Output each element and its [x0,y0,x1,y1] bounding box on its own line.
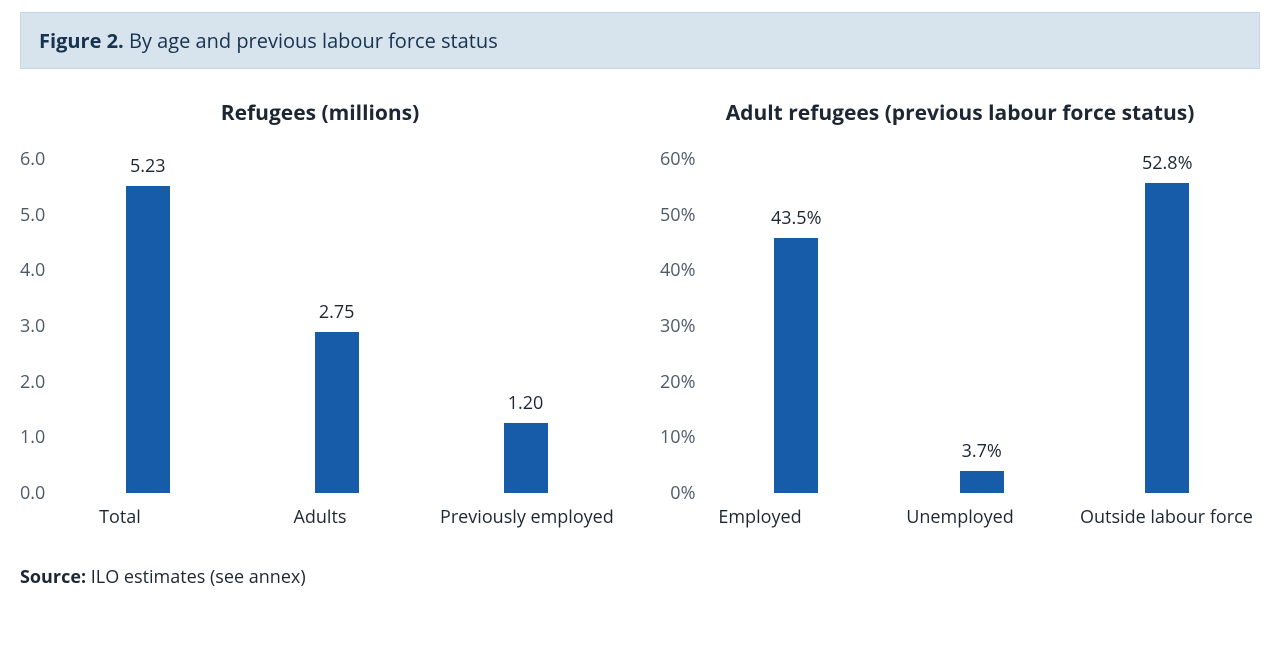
y-tick-label: 30% [660,317,695,335]
bar [1145,183,1189,493]
left-plot-wrap: 0.01.02.03.04.05.06.0 5.232.751.20 [20,141,620,493]
y-tick-label: 10% [660,428,695,446]
left-chart-title: Refugees (millions) [20,99,620,127]
figure-title-text: By age and previous labour force status [129,27,498,54]
y-tick-label: 20% [660,373,695,391]
y-tick-label: 3.0 [20,317,45,335]
y-tick-label: 40% [660,261,695,279]
bar-value-label: 3.7% [962,439,1002,463]
left-chart: Refugees (millions) 0.0 1.0 2.0 3.0 4.0 5.0 6.… [20,99,620,529]
figure-container: Figure 2. By age and previous labour for… [0,0,1280,589]
bar [774,238,818,493]
y-tick-label: 60% [660,150,695,168]
bar-column: 2.75 [257,141,417,493]
y-tick-label: 5.0 [20,206,45,224]
x-tick-label: Employed [680,505,840,529]
y-tick-label: 4.0 [20,261,45,279]
x-tick-label: Total [40,505,200,529]
source-label: Source: [20,565,86,589]
bar-value-label: 5.23 [130,154,166,178]
bar-value-label: 52.8% [1142,151,1192,175]
y-tick-label: 50% [660,206,695,224]
right-x-labels: Employed Unemployed Outside labour force [660,505,1260,529]
right-chart: Adult refugees (previous labour force st… [660,99,1260,529]
y-tick-label: 2.0 [20,373,45,391]
bar-column: 52.8% [1087,141,1247,493]
left-bars: 5.23 2.75 1.20 [53,141,620,493]
left-x-labels: Total Adults Previously employed [20,505,620,529]
y-tick-label: 1.0 [20,428,45,446]
bar-value-label: 43.5% [771,206,821,230]
right-chart-title: Adult refugees (previous labour force st… [660,99,1260,127]
charts-row: Refugees (millions) 0.0 1.0 2.0 3.0 4.0 5.0 6.… [20,99,1260,529]
y-tick-label: 0% [670,484,695,502]
y-tick-label: 6.0 [20,150,45,168]
x-tick-label: Unemployed [880,505,1040,529]
bar-column: 5.23 [68,141,228,493]
x-tick-label: Adults [240,505,400,529]
bar-column: 43.5% [716,141,876,493]
right-y-axis: 0%10%20%30%40%50%60% [660,141,703,493]
source-text: ILO estimates (see annex) [91,565,306,589]
left-y-axis: 0.01.02.03.04.05.06.0 [20,141,53,493]
bar [315,332,359,493]
bar [126,186,170,493]
figure-title-prefix: Figure 2. [39,27,124,54]
left-plot: 5.23 2.75 1.20 [53,141,620,493]
source-line: Source: ILO estimates (see annex) [20,565,1260,589]
bar [960,471,1004,493]
x-tick-label: Outside labour force [1080,505,1240,529]
bar-column: 1.20 [446,141,606,493]
bar-value-label: 2.75 [319,300,355,324]
bar [504,423,548,493]
right-plot-wrap: 0%10%20%30%40%50%60% 43.5%3.7%52.8% [660,141,1260,493]
y-tick-label: 0.0 [20,484,45,502]
bar-value-label: 1.20 [508,391,544,415]
right-plot: 43.5% 3.7% 52.8% [703,141,1260,493]
right-bars: 43.5% 3.7% 52.8% [703,141,1260,493]
figure-title-bar: Figure 2. By age and previous labour for… [20,12,1260,69]
x-tick-label: Previously employed [440,505,600,529]
bar-column: 3.7% [902,141,1062,493]
